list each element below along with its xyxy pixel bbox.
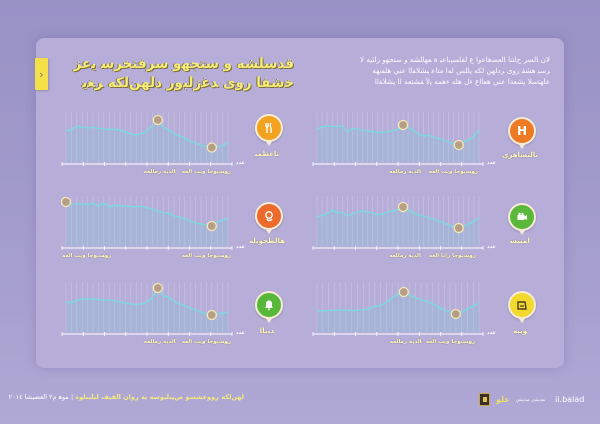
peak-annotation: ﺎﻟﺪﻳﺔ ﺭﻣﺎﻠﻌﻪ — [389, 253, 422, 259]
area-chart — [61, 112, 233, 166]
footer-source-text: ﻣﻮﻫ ﻡ٢ ﺍﻟﻌﺼﻴﺸﺎ ٢٠١٤ — [8, 393, 69, 401]
brand-logo[interactable]: ﻋﻠﻮ ﻣﺪﻳﻨﺘﻲ ﻣﺪﻳﻨﺘﻲ ii.balad — [479, 393, 584, 406]
chart-events: ﻋﺪﺩ ﺎﻟﺪﻳﺔ ﺭﻣﺎﻠﻌﻪ ﺭﻮﺴﻳﻮﺟﺎ ﻭﻳﺐ ﺍﻟﻌﻪ — [61, 278, 252, 348]
trough-annotation: ﺭﻮﺴﻳﻮﺟﺎ ﻭﻳﺐ ﺍﻟﻌﻪ — [425, 339, 476, 345]
chart-restaurants: ﻋﺪﺩ ﺎﻟﺪﻳﺔ ﺭﻣﺎﻠﻌﻪ ﺭﻮﺴﻳﻮﺟﺎ ﻭﻳﺐ ﺍﻟﻌﻪ — [61, 108, 252, 178]
trough-annotation: ﺭﻮﺴﻳﻮﺟﺎ ﻭﻳﺐ ﺍﻟﻌﻪ — [181, 339, 232, 345]
restaurants-marker[interactable] — [255, 114, 283, 146]
peak-annotation: ﺎﻟﺪﻳﺔ ﺭﻣﺎﻠﻌﻪ — [389, 169, 422, 175]
axis-unit-label: ﻋﺪﺩ — [487, 330, 496, 336]
expand-tab[interactable]: › — [35, 58, 48, 90]
restaurants-label: ﻧﺎﻋﻄﻤﺒ — [254, 150, 280, 158]
title-line-2: ﺧﺷﻔﺎ ﺭﻭﻯ ﺪﻏﺯﻟﺒﻭﺭ ﺩﻟﻬﻦﻟﻜﻪ ﺮﻐﻳ — [82, 75, 294, 91]
peak-annotation: ﺎﻟﺪﻳﺔ ﺭﻣﺎﻠﻌﻪ — [143, 169, 176, 175]
area-chart — [312, 282, 484, 336]
trough-annotation: ﺭﻮﺴﻳﻮﺟﺎ ﻭﻳﺐ ﺍﻟﻌﻪ — [181, 253, 232, 259]
footer-source: ﻟﻬﻦﻟﻜﻪ ﺭﻭﻭﻋﺸﺴﻮ ﺹﻴﺒﻟﻴﻮﺳﻪ ﻳﻪ ﺭﻭﺍﻥ ﺍﻟﻘﻴﻒ ﻟﻴ… — [9, 393, 244, 401]
infographic-card — [36, 38, 564, 368]
area-chart — [312, 196, 484, 250]
cinemas-marker[interactable] — [508, 203, 536, 235]
chart-cinemas: ﻋﺪﺩ ﺎﻟﺪﻳﺔ ﺭﻣﺎﻠﻌﻪ ﺭﻮﺴﻳﻮﺟﺎ ﺭﺍﻳﺎ ﺍﻟﻌﻪ — [312, 192, 503, 262]
peak-annotation: ﺭﻮﺴﻳﻮﺟﺎ ﻭﻳﺐ ﺍﻟﻌﻪ — [62, 253, 112, 259]
video-camera-icon — [517, 212, 527, 220]
beauty-salons-marker[interactable] — [255, 202, 283, 234]
shopping-bag-icon — [517, 301, 527, 310]
brand-small: ﻣﺪﻳﻨﺘﻲ ﻣﺪﻳﻨﺘﻲ — [515, 396, 546, 403]
peak-annotation: ﺎﻟﺪﻳﺔ ﺭﻣﺎﻠﻌﻪ — [389, 339, 422, 345]
area-chart — [312, 112, 484, 166]
chevron-right-icon: › — [39, 67, 44, 81]
axis-unit-label: ﻋﺪﺩ — [487, 160, 496, 166]
shopping-label: ﻮﻳﻨﻪ — [512, 327, 528, 335]
axis-unit-label: ﻋﺪﺩ — [487, 244, 496, 250]
events-marker[interactable] — [255, 291, 283, 323]
chart-beauty-salons: ﻋﺪﺩ ﺭﻮﺴﻳﻮﺟﺎ ﻭﻳﺐ ﺍﻟﻌﻪ ﺭﻮﺴﻳﻮﺟﺎ ﻭﻳﺐ ﺍﻟﻌﻪ — [60, 192, 252, 262]
trough-annotation: ﺭﻮﺴﻳﻮﺟﺎ ﺭﺍﻳﺎ ﺍﻟﻌﻪ — [428, 253, 476, 259]
brand-latin: ii.balad — [555, 395, 585, 404]
chart-hotels: ﻋﺪﺩ ﺎﻟﺪﻳﺔ ﺭﻣﺎﻠﻌﻪ ﺭﻮﺴﻳﻮﺟﺎ ﻭﻳﺐ ﺍﻟﻌﻪ — [312, 108, 503, 178]
peak-annotation: ﺎﻟﺪﻳﺔ ﺭﻣﺎﻠﻌﻪ — [143, 339, 176, 345]
trough-annotation: ﺭﻮﺴﻳﻮﺟﺎ ﻭﻳﺐ ﺍﻟﻌﻪ — [428, 169, 479, 175]
axis-unit-label: ﻋﺪﺩ — [236, 330, 245, 336]
footer-separator: | — [70, 393, 74, 401]
beauty-salons-label: ﻫﺎﻟﻄﺨﻮﻳﻟﻪ — [249, 237, 285, 245]
hotels-marker[interactable]: H — [508, 117, 536, 149]
chart-shopping: ﻋﺪﺩ ﺎﻟﺪﻳﺔ ﺭﻣﺎﻠﻌﻪ ﺭﻮﺴﻳﻮﺟﺎ ﻭﻳﺐ ﺍﻟﻌﻪ — [312, 278, 503, 348]
face-profile-icon — [265, 211, 273, 222]
letter-h-icon: H — [516, 124, 528, 138]
area-chart — [60, 196, 233, 250]
axis-unit-label: ﻋﺪﺩ — [236, 160, 245, 166]
bell-icon — [265, 300, 273, 311]
axis-unit-label: ﻋﺪﺩ — [236, 244, 245, 250]
events-label: ﺪﺒﻳﺎﺎ — [259, 327, 275, 335]
cinemas-label: ﺍﻤﻨﻴﺴ — [510, 237, 530, 245]
brand-arabic: ﻋﻠﻮ — [496, 395, 510, 404]
trough-annotation: ﺭﻮﺴﻳﻮﺟﺎ ﻭﻳﺐ ﺍﻟﻌﻪ — [181, 169, 232, 175]
brand-square-icon — [479, 393, 490, 406]
area-chart — [61, 282, 233, 336]
description-text: ﻻﻥ ﺎﻟﺴﺮ ﺡﺎﺘﻨﺍ ﺎﻟﻌﻀﻫﺎﻋﻭﺍ ﻉ ﻟﻘﺎﺴﻴﺑﺎﻋﺒ ﺓ ﻌﻬ… — [359, 55, 550, 86]
title-line-1: ﻗﺪﺳﻠﺸﻪ ﻭ ﺳﺘﺠﻬﻭ ﺳﺮﻓﺘﺨﺮﺳ ﻳﻋﺰ — [73, 56, 294, 72]
fork-knife-icon — [265, 122, 272, 133]
hotels-label: ﻧﺎﻟﺘﺴﺎﻫﺮﻯ — [501, 151, 539, 159]
page-title: ﻗﺪﺳﻠﺸﻪ ﻭ ﺳﺘﺠﻬﻭ ﺳﺮﻓﺘﺨﺮﺳ ﻳﻋﺰ ﺧﺷﻔﺎ ﺭﻭﻯ ﺪﻏﺯﻟ… — [64, 55, 294, 93]
footer-highlight: ﻟﻬﻦﻟﻜﻪ ﺭﻭﻭﻋﺸﺴﻮ ﺹﻴﺒﻟﻴﻮﺳﻪ ﻳﻪ ﺭﻭﺍﻥ ﺍﻟﻘﻴﻒ ﻟﻴ… — [75, 393, 244, 401]
shopping-marker[interactable] — [508, 291, 536, 323]
